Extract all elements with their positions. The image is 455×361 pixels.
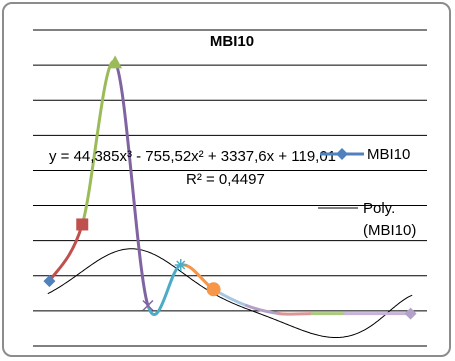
data-point-marker (76, 218, 89, 231)
series-segment (47, 222, 84, 283)
data-point-marker (174, 258, 187, 271)
legend-label-poly: Poly. (363, 200, 395, 217)
series-segment (113, 60, 150, 307)
chart-title: MBI10 (210, 33, 254, 50)
series-segment (277, 312, 314, 316)
series-markers (43, 55, 417, 320)
series-segment (146, 263, 183, 317)
data-point-marker (108, 55, 123, 69)
legend-label-mbi10: MBI10 (367, 146, 410, 163)
legend-entry-poly: Poly. (MBI10) (318, 200, 416, 239)
data-point-marker (404, 307, 417, 320)
data-point-marker (206, 282, 221, 297)
legend: MBI10 Poly. (MBI10) (318, 146, 416, 239)
trendline-r-squared: R² = 0,4497 (186, 171, 265, 188)
data-point-marker (43, 275, 56, 288)
legend-diamond-marker (336, 148, 348, 160)
series-segment (244, 303, 281, 316)
series-segment (80, 60, 117, 226)
series-mbi10 (47, 60, 413, 317)
data-point-marker (142, 299, 154, 312)
gridlines (33, 29, 427, 347)
legend-entry-mbi10: MBI10 (320, 146, 410, 163)
trendline-poly-mbi10 (47, 248, 413, 338)
trendline-equation: y = 44,385x³ - 755,52x² + 3337,6x + 119,… (49, 148, 336, 165)
legend-label-poly-line2: (MBI10) (363, 222, 416, 239)
trendline-layer (47, 248, 413, 338)
